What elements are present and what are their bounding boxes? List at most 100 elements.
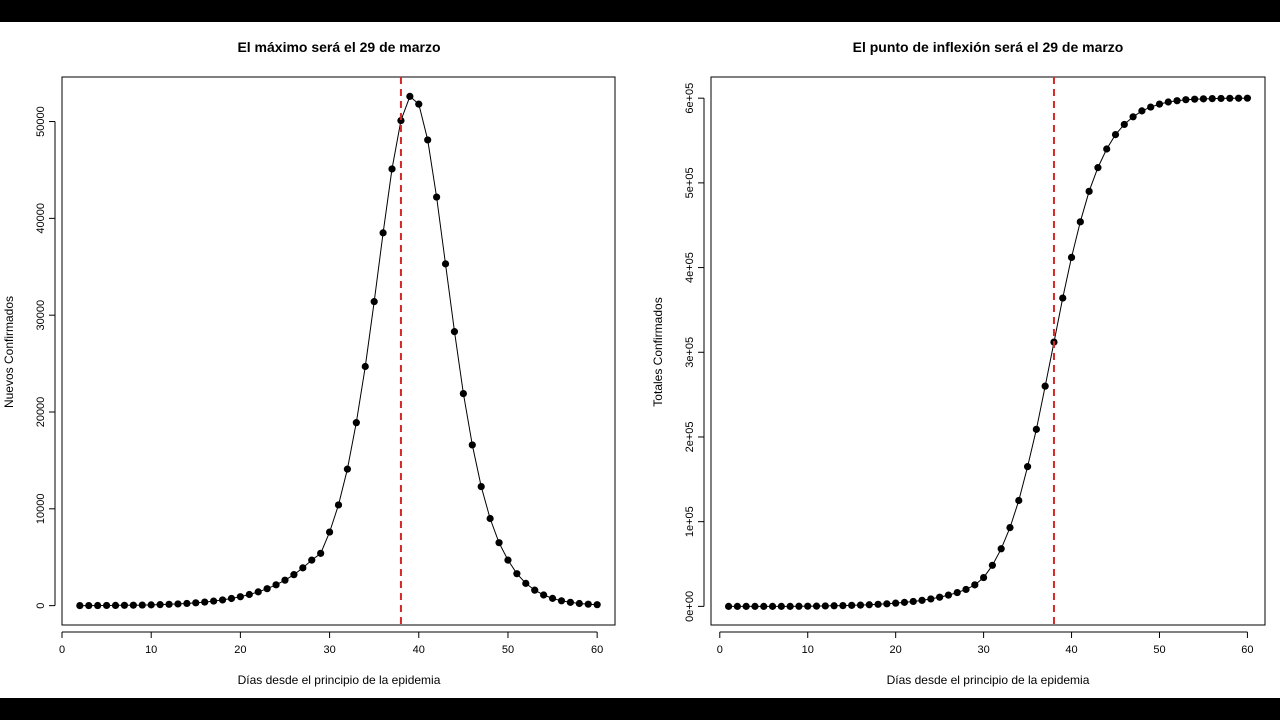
data-point [786, 602, 794, 610]
data-point [1059, 294, 1067, 302]
chart-right: El punto de inflexión será el 29 de marz… [651, 39, 1266, 687]
data-point [120, 601, 129, 609]
data-point [1226, 94, 1234, 102]
data-point [1076, 218, 1084, 226]
x-tick-label: 50 [502, 644, 514, 656]
y-tick-label: 1e+05 [684, 506, 696, 537]
data-point [245, 590, 253, 599]
data-point [406, 92, 414, 100]
data-point [1015, 496, 1023, 505]
data-point [1094, 164, 1102, 172]
y-tick-label: 4e+05 [684, 252, 696, 283]
data-point [918, 596, 926, 604]
data-point [1111, 130, 1120, 139]
data-point [441, 260, 450, 268]
data-point [548, 594, 557, 602]
data-point [1191, 95, 1199, 103]
data-point [156, 601, 164, 609]
x-tick-label: 40 [413, 644, 425, 656]
data-point [1041, 382, 1049, 390]
data-point [848, 601, 856, 609]
series-line [79, 95, 598, 607]
data-point [504, 556, 512, 564]
data-point [1217, 94, 1225, 103]
plot-frame [710, 76, 1266, 626]
data-point [218, 596, 227, 604]
data-point [486, 514, 494, 523]
y-tick-label: 40000 [35, 203, 47, 234]
data-point [892, 599, 900, 607]
data-point [540, 591, 548, 599]
y-tick-label: 10000 [35, 494, 47, 525]
x-tick-label: 50 [1153, 644, 1165, 656]
data-point [856, 601, 865, 609]
data-point [299, 564, 307, 572]
chart-left: El máximo será el 29 de marzo Días desde… [2, 39, 616, 687]
data-point [254, 588, 262, 596]
data-point [1129, 113, 1137, 121]
data-point [352, 419, 360, 427]
series-line [728, 97, 1248, 607]
data-point [94, 601, 102, 610]
data-point [343, 465, 352, 473]
data-point [85, 601, 93, 610]
data-point [909, 597, 917, 606]
data-point [1067, 253, 1076, 262]
x-tick-label: 60 [591, 644, 603, 656]
y-tick-label: 2e+05 [684, 422, 696, 453]
data-point [334, 501, 343, 509]
data-point [138, 601, 146, 609]
data-point [900, 598, 909, 606]
data-point [883, 600, 891, 608]
x-axis-label: Días desde el principio de la epidemia [238, 673, 441, 687]
data-point [1120, 120, 1128, 129]
data-point [971, 581, 979, 589]
data-point [111, 601, 120, 609]
data-point [531, 586, 539, 594]
x-tick-label: 10 [802, 644, 814, 656]
x-tick-label: 20 [890, 644, 902, 656]
plot-area: El máximo será el 29 de marzo Días desde… [0, 22, 1280, 698]
data-point [988, 561, 996, 569]
y-tick-label: 3e+05 [684, 337, 696, 368]
data-point [874, 600, 882, 608]
data-point [415, 100, 423, 108]
y-axis-label: Nuevos Confirmados [2, 296, 16, 408]
data-point [944, 591, 953, 599]
data-point [227, 594, 236, 603]
data-point [830, 602, 838, 610]
data-point [557, 597, 566, 605]
data-point [272, 581, 280, 589]
data-point [236, 593, 244, 601]
data-point [495, 539, 503, 547]
data-point [165, 600, 173, 608]
data-point [102, 601, 111, 610]
data-point [468, 441, 476, 449]
data-point [733, 602, 741, 610]
x-tick-label: 0 [59, 644, 65, 656]
data-point [804, 602, 812, 610]
data-point [1235, 94, 1243, 102]
data-point [980, 573, 988, 582]
data-point [290, 571, 298, 579]
chart-figure: El máximo será el 29 de marzo Días desde… [2, 39, 1266, 687]
x-tick-label: 0 [717, 644, 723, 656]
data-point [962, 585, 970, 594]
data-point [361, 362, 369, 371]
data-point [477, 482, 485, 491]
data-point [768, 602, 777, 610]
x-axis-label: Días desde el principio de la epidemia [887, 673, 1090, 687]
data-point [1138, 107, 1146, 115]
data-point [263, 585, 271, 593]
data-point [317, 549, 325, 557]
y-tick-label: 5e+05 [684, 167, 696, 198]
data-point [1103, 145, 1111, 153]
y-tick-label: 30000 [35, 300, 47, 331]
y-tick-label: 20000 [35, 397, 47, 428]
letterbox-top [0, 0, 1280, 22]
y-tick-label: 0e+00 [684, 591, 696, 622]
data-point [1173, 97, 1181, 105]
letterbox-bottom [0, 698, 1280, 720]
data-point [129, 601, 137, 609]
data-point [147, 601, 155, 609]
